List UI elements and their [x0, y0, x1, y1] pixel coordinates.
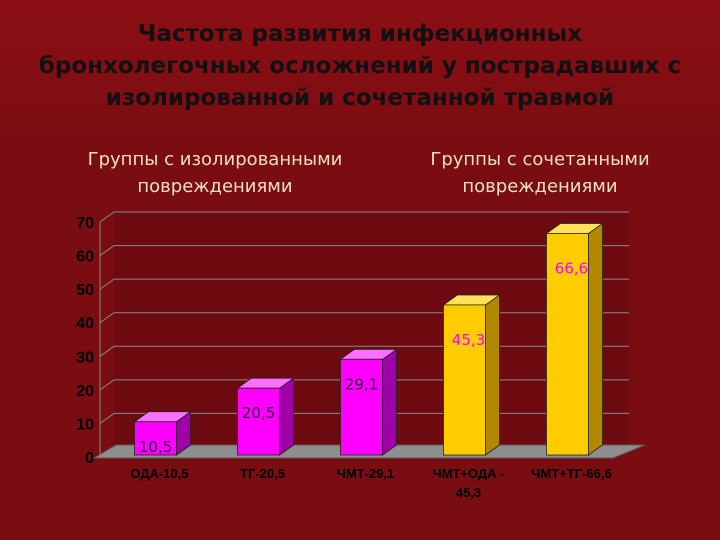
- title-line-2: бронхолегочных осложнений у пострадавших…: [38, 53, 682, 79]
- y-tick-label: 20: [76, 383, 94, 400]
- data-label: 29,1: [345, 375, 378, 393]
- group-label-combined-line-2: повреждениями: [462, 176, 618, 197]
- x-tick-label: ЧМТ-29,1: [337, 466, 395, 481]
- group-label-isolated: Группы с изолированными повреждениями: [50, 146, 380, 200]
- header-band: [0, 0, 720, 150]
- y-tick-label: 30: [76, 349, 94, 366]
- data-label: 10,5: [139, 438, 172, 456]
- y-tick-label: 70: [76, 215, 94, 232]
- bar: [443, 304, 486, 456]
- bar: [134, 421, 177, 456]
- data-label: 20,5: [242, 404, 275, 422]
- gridline: [99, 245, 629, 256]
- y-tick-label: 0: [85, 450, 94, 467]
- title-line-1: Частота развития инфекционных: [137, 21, 583, 47]
- x-tick-label: ЧМТ+ОДА -: [432, 466, 504, 481]
- x-tick-label: ОДА-10,5: [130, 466, 188, 481]
- y-tick-label: 10: [76, 416, 94, 433]
- x-tick-label: ЧМТ+ТГ-66,6: [531, 466, 611, 481]
- data-label: 45,3: [452, 331, 485, 349]
- bar: [340, 358, 383, 456]
- group-label-isolated-line-2: повреждениями: [137, 176, 293, 197]
- x-tick-label: 45,3: [456, 485, 481, 500]
- group-label-combined-line-1: Группы с сочетанными: [430, 149, 650, 170]
- bar-side: [588, 222, 603, 456]
- gridline: [99, 278, 629, 290]
- y-tick-label: 40: [76, 316, 94, 333]
- bar-side: [279, 377, 294, 456]
- bar: [546, 233, 589, 456]
- x-tick-label: ТГ-20,5: [240, 466, 285, 481]
- bar-side: [382, 348, 397, 456]
- title-line-3: изолированной и сочетанной травмой: [105, 85, 615, 111]
- y-tick-label: 60: [76, 249, 94, 266]
- y-tick-label: 50: [76, 282, 94, 299]
- group-label-isolated-line-1: Группы с изолированными: [87, 149, 343, 170]
- group-label-combined: Группы с сочетанными повреждениями: [395, 146, 685, 200]
- bar: [237, 387, 280, 456]
- gridline: [99, 211, 629, 223]
- data-label: 66,6: [555, 259, 588, 277]
- slide-title: Частота развития инфекционных бронхолего…: [0, 18, 720, 114]
- bar-side: [485, 294, 500, 456]
